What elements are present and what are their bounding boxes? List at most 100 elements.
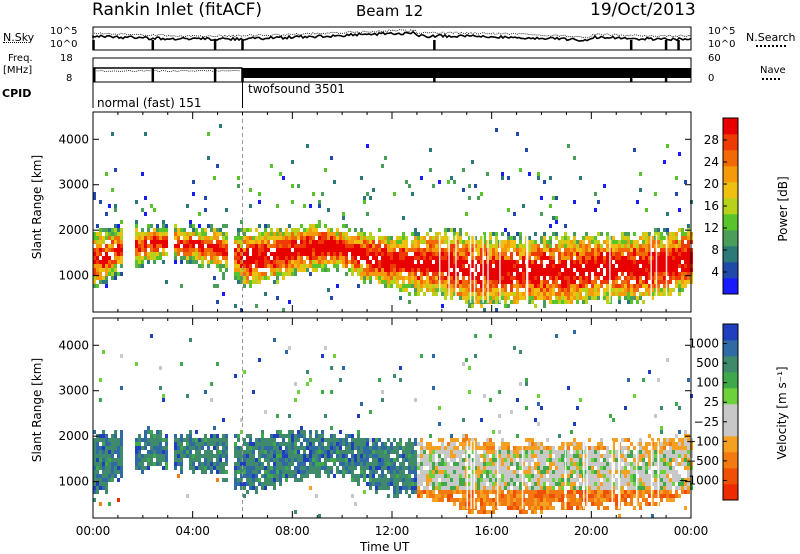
velocity-cell xyxy=(501,498,504,502)
power-cell xyxy=(93,256,96,260)
velocity-cell xyxy=(216,450,219,454)
velocity-cell xyxy=(567,478,570,482)
power-cell xyxy=(447,228,450,232)
power-cell xyxy=(141,260,144,264)
velocity-cell xyxy=(501,478,504,482)
power-cell xyxy=(96,264,99,268)
velocity-cell xyxy=(192,442,195,446)
velocity-cell xyxy=(624,406,627,410)
velocity-cell xyxy=(468,454,471,458)
power-cell xyxy=(495,272,498,276)
power-cell xyxy=(678,292,681,296)
velocity-cell xyxy=(579,474,582,478)
velocity-cell xyxy=(189,446,192,450)
power-cell xyxy=(597,248,600,252)
velocity-cell xyxy=(642,470,645,474)
velocity-cell xyxy=(444,478,447,482)
velocity-cell xyxy=(294,382,297,386)
velocity-cell xyxy=(357,458,360,462)
velocity-cell xyxy=(636,490,639,494)
velocity-cell xyxy=(654,442,657,446)
velocity-cell xyxy=(624,470,627,474)
power-cell xyxy=(279,248,282,252)
velocity-cell xyxy=(339,430,342,434)
power-cell xyxy=(453,276,456,280)
power-cell xyxy=(105,264,108,268)
velocity-cell xyxy=(384,442,387,446)
power-cell xyxy=(261,236,264,240)
velocity-cell xyxy=(243,482,246,486)
power-cell xyxy=(636,268,639,272)
velocity-cell xyxy=(474,458,477,462)
velocity-cell xyxy=(627,478,630,482)
power-cell xyxy=(546,256,549,260)
velocity-cell xyxy=(474,490,477,494)
power-cell xyxy=(633,284,636,288)
power-cell xyxy=(417,268,420,272)
velocity-cell xyxy=(471,474,474,478)
power-cell xyxy=(405,180,408,184)
power-cell xyxy=(420,264,423,268)
velocity-cell xyxy=(513,458,516,462)
velocity-cell xyxy=(573,490,576,494)
power-cell xyxy=(417,292,420,296)
power-cell xyxy=(105,252,108,256)
velocity-cell xyxy=(288,450,291,454)
power-cell xyxy=(96,268,99,272)
velocity-cell xyxy=(540,466,543,470)
power-cell xyxy=(393,272,396,276)
power-cell xyxy=(510,284,513,288)
power-cell xyxy=(654,228,657,232)
power-cell xyxy=(648,256,651,260)
velocity-cell xyxy=(390,478,393,482)
velocity-cell xyxy=(591,490,594,494)
velocity-cell xyxy=(573,458,576,462)
velocity-cell xyxy=(486,498,489,502)
velocity-cell xyxy=(510,410,513,414)
power-cell xyxy=(264,264,267,268)
velocity-cell xyxy=(540,446,543,450)
power-cell xyxy=(615,292,618,296)
velocity-cell xyxy=(375,462,378,466)
power-cell xyxy=(276,248,279,252)
power-cell xyxy=(174,252,177,256)
power-cell xyxy=(288,256,291,260)
velocity-cell xyxy=(609,490,612,494)
velocity-cell xyxy=(324,466,327,470)
power-cell xyxy=(666,272,669,276)
velocity-cell xyxy=(378,486,381,490)
velocity-cell xyxy=(558,478,561,482)
power-cell xyxy=(291,252,294,256)
power-cell xyxy=(414,288,417,292)
power-cell xyxy=(366,256,369,260)
power-cell xyxy=(606,256,609,260)
velocity-cell xyxy=(561,494,564,498)
power-cell xyxy=(648,252,651,256)
velocity-cell xyxy=(588,498,591,502)
velocity-cell xyxy=(495,474,498,478)
power-cell xyxy=(159,244,162,248)
power-cell xyxy=(285,252,288,256)
power-cell xyxy=(612,252,615,256)
velocity-cell xyxy=(486,462,489,466)
power-cell xyxy=(354,240,357,244)
power-cell xyxy=(321,244,324,248)
power-cell xyxy=(585,276,588,280)
power-cell xyxy=(528,248,531,252)
velocity-cell xyxy=(534,446,537,450)
power-cell xyxy=(612,292,615,296)
velocity-cell xyxy=(351,454,354,458)
velocity-cell xyxy=(375,454,378,458)
velocity-cell xyxy=(348,442,351,446)
power-cell xyxy=(468,268,471,272)
power-cell xyxy=(387,280,390,284)
power-cell xyxy=(144,212,147,216)
velocity-cell xyxy=(399,446,402,450)
power-cell xyxy=(477,288,480,292)
power-cell xyxy=(618,256,621,260)
power-cell xyxy=(405,240,408,244)
power-cell xyxy=(267,248,270,252)
power-cell xyxy=(549,236,552,240)
power-cell xyxy=(144,236,147,240)
power-cell xyxy=(369,196,372,200)
